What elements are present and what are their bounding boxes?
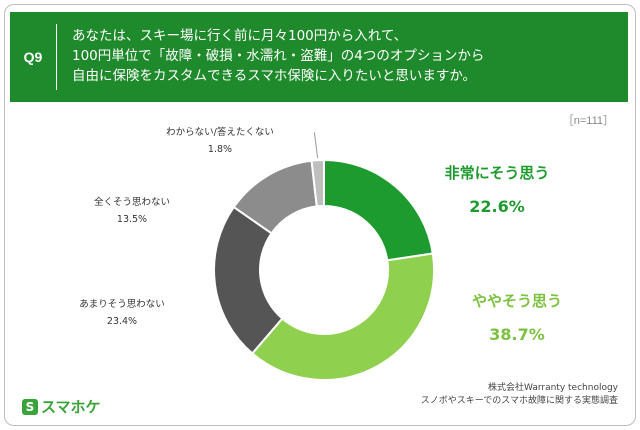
source-company: 株式会社Warranty technology [488,383,618,393]
label-dont-know-value: 1.8% [207,144,233,155]
label-very-agree-name: 非常にそう思う [444,164,550,182]
question-line-2: 100円単位で「故障・破損・水濡れ・盗難」の4つのオプションから [72,48,485,64]
source-note: 株式会社Warranty technology スノボやスキーでのスマホ故障に関… [421,382,618,408]
label-not-at-all-name: 全くそう思わない [93,197,170,208]
question-text: あなたは、スキー場に行く前に月々100円から入れて、 100円単位で「故障・破損… [72,26,620,86]
label-not-much-name: あまりそう思わない [79,299,165,310]
chart-frame [4,4,636,426]
label-somewhat-agree-name: ややそう思う [471,292,562,310]
question-line-3: 自由に保険をカスタムできるスマホ保険に入りたいと思いますか。 [72,68,477,84]
label-dont-know: わからない/答えたくない 1.8% [140,124,300,155]
label-not-at-all: 全くそう思わない 13.5% [72,194,192,225]
question-header: Q9 あなたは、スキー場に行く前に月々100円から入れて、 100円単位で「故障… [10,12,628,102]
header-divider [56,24,57,90]
brand-name: スマホケ [41,398,101,416]
label-not-much-value: 23.4% [106,316,138,327]
question-number: Q9 [23,49,43,65]
sample-size-label: ［n=111］ [562,115,614,127]
label-very-agree: 非常にそう思う 22.6% [412,162,582,216]
label-somewhat-agree-value: 38.7% [489,325,545,344]
slice-dont-know [310,158,325,208]
label-not-at-all-value: 13.5% [116,214,148,225]
label-not-much: あまりそう思わない 23.4% [62,296,182,327]
slice-somewhat-agree [250,252,435,381]
label-very-agree-value: 22.6% [469,197,525,216]
brand-mark-icon: S [22,398,38,415]
label-somewhat-agree: ややそう思う 38.7% [442,290,592,344]
label-dont-know-name: わからない/答えたくない [166,127,274,138]
leader-line-dont-know [313,132,319,159]
question-line-1: あなたは、スキー場に行く前に月々100円から入れて、 [72,28,408,44]
source-survey: スノボやスキーでのスマホ故障に関する実態調査 [420,396,618,406]
brand-logo: S スマホケ [22,396,101,417]
